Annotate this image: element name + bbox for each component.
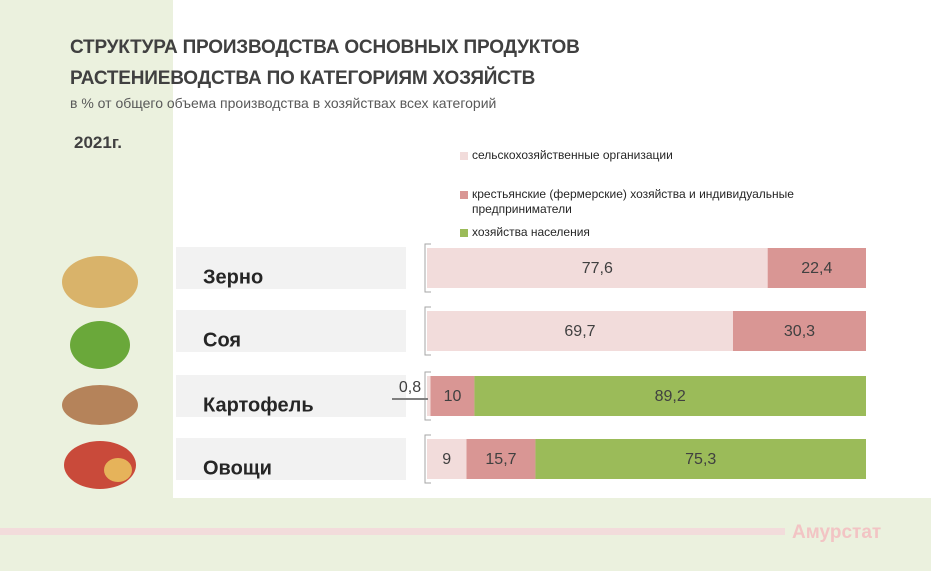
value-label: 75,3 — [685, 451, 716, 468]
bar-segment — [767, 248, 866, 288]
legend-entry: крестьянские (фермерские) хозяйства и ин… — [460, 187, 840, 217]
legend-swatch — [460, 229, 468, 237]
subtitle: в % от общего объема производства в хозя… — [70, 95, 497, 111]
value-label: 30,3 — [784, 323, 815, 340]
footer-line — [0, 528, 785, 535]
category-label: Зерно — [203, 266, 263, 288]
icons — [62, 256, 138, 489]
legend-entry: сельскохозяйственные организации — [460, 148, 840, 163]
legend-label: сельскохозяйственные организации — [472, 148, 673, 162]
bar-segment — [427, 311, 733, 351]
title-line: СТРУКТУРА ПРОИЗВОДСТВА ОСНОВНЫХ ПРОДУКТО… — [70, 37, 580, 58]
bracket — [424, 306, 431, 356]
source: Амурстат — [792, 522, 882, 543]
legend-label: хозяйства населения — [472, 225, 590, 239]
bar-segment — [732, 311, 866, 351]
value-label: 69,7 — [564, 323, 595, 340]
category-label: Овощи — [203, 457, 272, 479]
legend-swatch — [460, 152, 468, 160]
category-label: Картофель — [203, 394, 314, 416]
bracket — [424, 371, 431, 421]
bar-segment — [466, 439, 536, 479]
category-box — [176, 375, 406, 417]
bar-segment — [427, 376, 431, 416]
legend-swatch — [460, 191, 468, 199]
year: 2021г. — [74, 133, 122, 152]
title-line: РАСТЕНИЕВОДСТВА ПО КАТЕГОРИЯМ ХОЗЯЙСТВ — [70, 68, 536, 89]
chart-title: СТРУКТУРА ПРОИЗВОДСТВА ОСНОВНЫХ ПРОДУКТО… — [70, 32, 580, 94]
value-label: 9 — [442, 451, 451, 468]
value-label: 15,7 — [485, 451, 516, 468]
legend-label: крестьянские (фермерские) хозяйства и ин… — [472, 187, 794, 216]
value-label: 22,4 — [801, 260, 832, 277]
bracket — [424, 243, 431, 293]
bar-segment — [535, 439, 866, 479]
value-label: 89,2 — [655, 388, 686, 405]
legend-entry: хозяйства населения — [460, 225, 840, 240]
value-label: 0,8 — [399, 379, 421, 396]
bracket — [424, 434, 431, 484]
bar-segment — [474, 376, 866, 416]
bar-segment — [427, 248, 768, 288]
legend: сельскохозяйственные организации крестьян… — [460, 148, 840, 240]
bar-segment — [427, 439, 467, 479]
category-box — [176, 247, 406, 289]
value-label: 10 — [444, 388, 462, 405]
category-box — [176, 310, 406, 352]
value-label: 77,6 — [582, 260, 613, 277]
bar-segment — [430, 376, 475, 416]
category-label: Соя — [203, 329, 241, 351]
category-box — [176, 438, 406, 480]
